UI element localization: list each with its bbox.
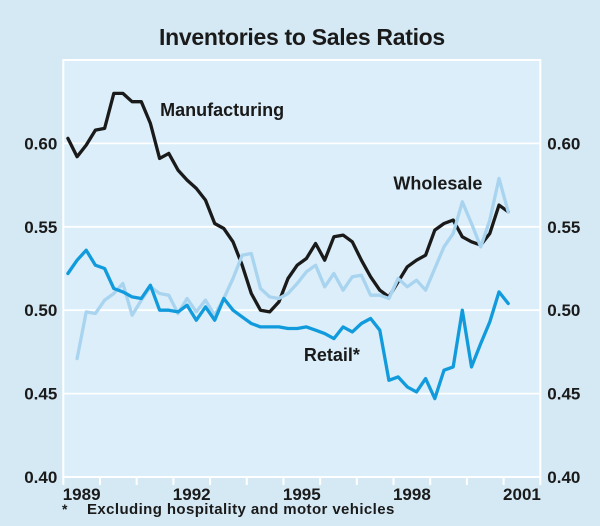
y-axis-label-right-0.45: 0.45 [547,385,580,404]
x-axis-label-1989: 1989 [63,485,101,504]
plot-area [63,60,541,477]
y-axis-label-right-0.40: 0.40 [547,468,580,487]
y-axis-label-left-0.45: 0.45 [24,385,57,404]
y-axis-label-right-0.60: 0.60 [547,134,580,153]
series-line-retail [66,248,510,401]
y-axis-label-left-0.55: 0.55 [24,218,57,237]
series-line-manufacturing [66,91,510,314]
chart-title: Inventories to Sales Ratios [159,24,445,50]
x-axis-label-1998: 1998 [393,485,431,504]
footnote-asterisk: * [62,501,68,517]
plot-border [62,59,542,478]
series-label-wholesale: Wholesale [393,173,482,193]
series-label-retail: Retail* [304,345,360,365]
x-axis-label-2001: 2001 [503,485,541,504]
y-axis-label-left-0.40: 0.40 [24,468,57,487]
y-axis-label-right-0.55: 0.55 [547,218,580,237]
x-axis-label-1995: 1995 [283,485,321,504]
series-label-manufacturing: Manufacturing [160,100,284,120]
x-axis-label-1992: 1992 [173,485,211,504]
y-axis-label-left-0.60: 0.60 [24,134,57,153]
y-axis-label-right-0.50: 0.50 [547,301,580,320]
footnote: * Excluding hospitality and motor vehicle… [62,501,395,518]
footnote-text: Excluding hospitality and motor vehicles [87,501,395,518]
y-axis-label-left-0.50: 0.50 [24,301,57,320]
